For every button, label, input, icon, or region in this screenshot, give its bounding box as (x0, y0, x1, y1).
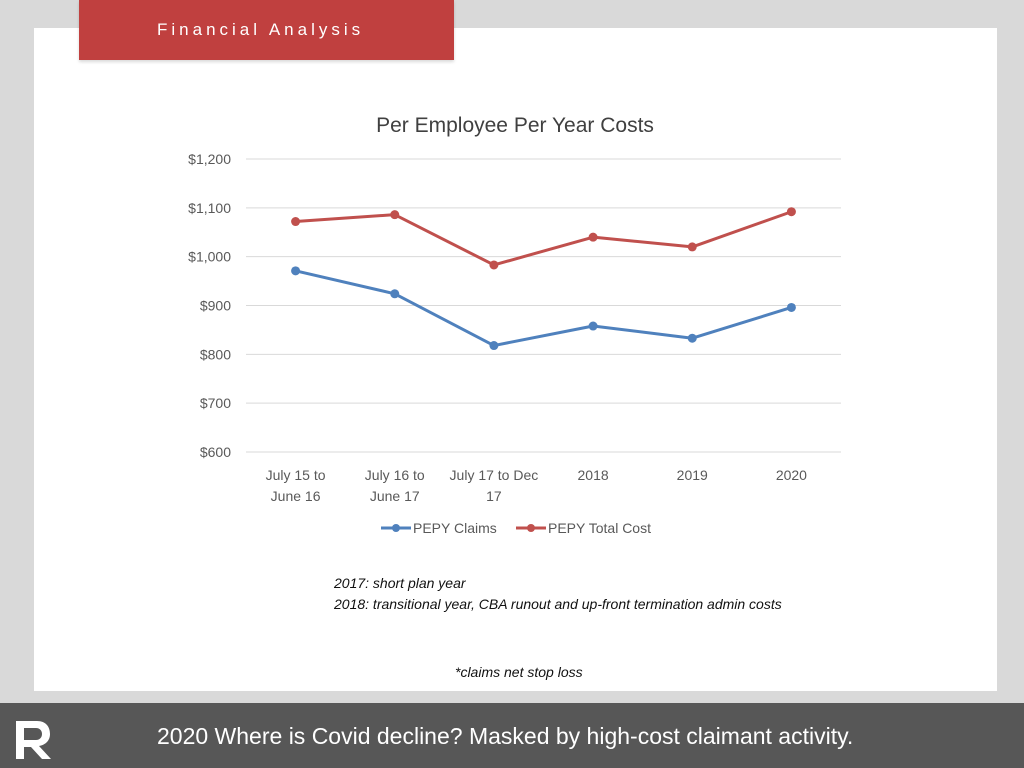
y-tick-label: $600 (200, 444, 231, 460)
footnote: *claims net stop loss (455, 664, 583, 680)
x-tick-label: 2019 (677, 467, 708, 483)
x-tick-label: July 17 to Dec 17 (450, 467, 539, 504)
y-tick-label: $800 (200, 346, 231, 362)
note-2017: 2017: short plan year (334, 575, 466, 591)
data-point (687, 242, 697, 252)
x-tick-label: July 16 to June 17 (365, 467, 425, 504)
y-tick-label: $1,100 (188, 200, 231, 216)
legend-marker (392, 524, 400, 532)
r-logo-icon (16, 721, 51, 759)
slide-card (34, 28, 997, 691)
series-line (295, 210, 792, 267)
header-tab: Financial Analysis (79, 0, 454, 60)
x-tick-label: 2020 (776, 467, 807, 483)
data-point (390, 289, 400, 299)
y-tick-label: $1,200 (188, 151, 231, 167)
x-tick-label: 2018 (578, 467, 609, 483)
data-point (291, 266, 301, 276)
chart-title: Per Employee Per Year Costs (376, 114, 654, 137)
y-tick-label: $900 (200, 298, 231, 314)
series-line (295, 269, 792, 348)
legend-label: PEPY Total Cost (548, 520, 651, 536)
data-point (390, 210, 400, 220)
line-chart: Per Employee Per Year Costs $600 $700 $800… (188, 114, 841, 536)
data-point (489, 260, 499, 270)
data-point (489, 341, 499, 351)
data-point (588, 321, 598, 331)
legend-marker (527, 524, 535, 532)
footer-caption: 2020 Where is Covid decline? Masked by h… (157, 723, 854, 749)
data-point (687, 333, 697, 343)
data-point (786, 302, 796, 312)
data-point (786, 207, 796, 217)
y-tick-label: $1,000 (188, 249, 231, 265)
data-point (588, 232, 598, 242)
legend-label: PEPY Claims (413, 520, 497, 536)
x-tick-label: July 15 to June 16 (266, 467, 326, 504)
data-point (291, 217, 301, 227)
header-title: Financial Analysis (157, 20, 365, 39)
footer-bar: 2020 Where is Covid decline? Masked by h… (0, 703, 1024, 768)
note-2018: 2018: transitional year, CBA runout and … (334, 596, 782, 612)
y-tick-label: $700 (200, 395, 231, 411)
